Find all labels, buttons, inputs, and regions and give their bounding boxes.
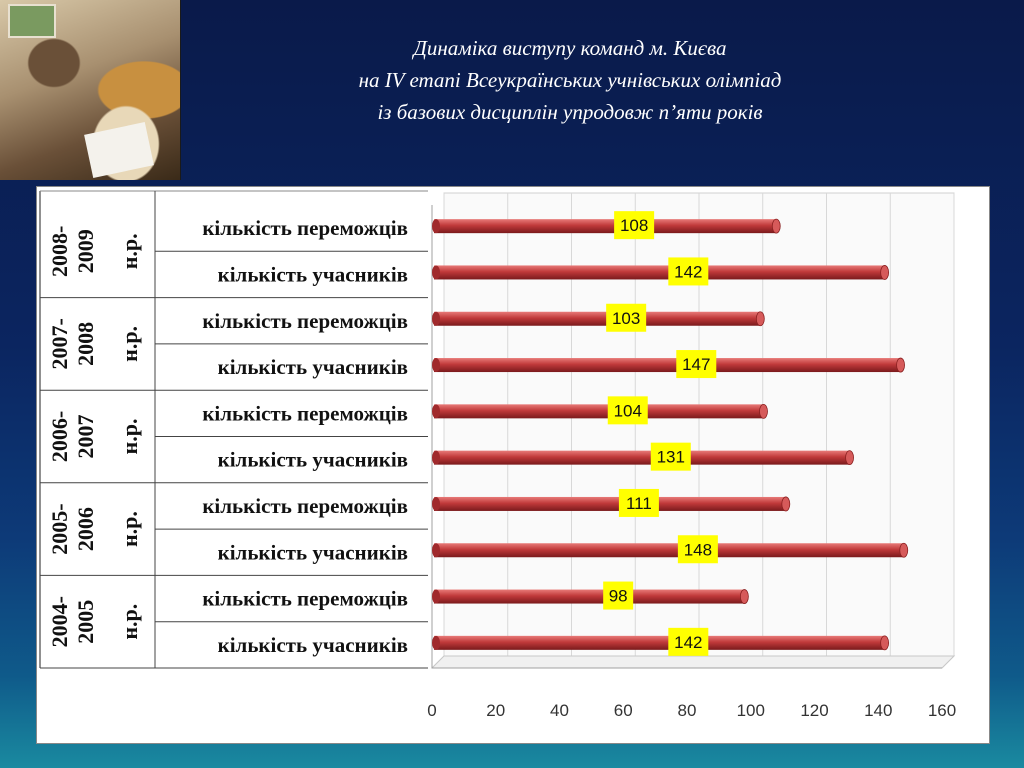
x-tick-label: 140 — [864, 701, 892, 720]
bar-start-cap — [432, 265, 440, 280]
bar-start-cap — [432, 543, 440, 558]
data-label-bg — [603, 581, 634, 610]
data-label-bg — [668, 257, 709, 286]
group-year-label: 2005-2006 — [47, 503, 98, 554]
bar-end-cap — [896, 357, 905, 373]
category-label: кількість переможців — [202, 216, 408, 240]
group-year-label: 2004-2005 — [47, 596, 98, 647]
data-label: 142 — [674, 262, 702, 281]
group-suffix-label: н.р. — [117, 326, 142, 362]
data-label: 147 — [682, 355, 710, 374]
data-label: 98 — [609, 587, 628, 606]
category-label: кількість переможців — [202, 401, 408, 425]
bar — [434, 589, 745, 604]
bar-start-cap — [432, 311, 440, 326]
chart-floor — [430, 655, 956, 669]
bar — [434, 450, 850, 465]
bar — [434, 358, 901, 373]
data-label: 148 — [684, 540, 712, 559]
group-suffix-label: н.р. — [117, 511, 142, 547]
data-label: 108 — [620, 216, 648, 235]
group-suffix-label: н.р. — [117, 233, 142, 269]
bar-start-cap — [432, 589, 440, 604]
category-label: кількість переможців — [202, 494, 408, 518]
title-line-3: із базових дисциплін упродовж п’яти рокі… — [377, 100, 763, 124]
category-label: кількість учасників — [218, 262, 408, 286]
bar-end-cap — [739, 589, 749, 604]
bar-start-cap — [432, 635, 440, 650]
data-label-bg — [618, 488, 659, 517]
x-tick-label: 80 — [678, 701, 697, 720]
bar-start-cap — [432, 496, 440, 511]
group-year-label: 2006-2007 — [47, 411, 98, 462]
classroom-photo — [0, 0, 181, 180]
bar-start-cap — [432, 358, 440, 373]
x-tick-label: 120 — [800, 701, 828, 720]
bar — [434, 543, 904, 558]
bar-end-cap — [845, 450, 854, 466]
bar — [434, 635, 885, 650]
photo-window — [8, 4, 56, 38]
x-tick-label: 40 — [550, 701, 569, 720]
category-label: кількість учасників — [218, 633, 408, 657]
x-tick-label: 160 — [928, 701, 956, 720]
bar-end-cap — [899, 542, 909, 558]
bar — [434, 404, 764, 419]
data-label: 142 — [674, 633, 702, 652]
x-tick-label: 20 — [486, 701, 505, 720]
group-suffix-label: н.р. — [117, 419, 142, 455]
bar-end-cap — [771, 218, 781, 234]
bar-end-cap — [880, 265, 890, 280]
slide-title: Динаміка виступу команд м. Києва на IV е… — [200, 32, 940, 128]
bar-start-cap — [432, 404, 440, 419]
bar — [434, 265, 885, 280]
category-label: кількість учасників — [218, 448, 408, 472]
data-label: 111 — [626, 494, 652, 513]
category-label: кількість переможців — [202, 309, 408, 333]
data-label: 104 — [614, 401, 642, 420]
data-label-bg — [676, 350, 717, 379]
x-tick-label: 0 — [427, 701, 436, 720]
title-line-1: Динаміка виступу команд м. Києва — [413, 36, 727, 60]
bar — [434, 496, 786, 511]
bar — [434, 311, 761, 326]
data-label-bg — [668, 627, 709, 656]
bar-start-cap — [432, 450, 440, 465]
data-label-bg — [607, 396, 648, 425]
data-label-bg — [677, 535, 718, 564]
bar — [434, 219, 777, 234]
group-suffix-label: н.р. — [117, 604, 142, 640]
bar-end-cap — [755, 311, 765, 327]
title-line-2: на IV етапі Всеукраїнських учнівських ол… — [358, 68, 782, 92]
data-label-bg — [614, 211, 655, 240]
category-label: кількість переможців — [202, 587, 408, 611]
bar-start-cap — [432, 219, 440, 234]
data-label: 131 — [657, 448, 685, 467]
x-tick-label: 60 — [614, 701, 633, 720]
category-label: кількість учасників — [218, 540, 408, 564]
data-label-bg — [650, 442, 691, 471]
x-tick-label: 100 — [737, 701, 765, 720]
group-year-label: 2007-2008 — [47, 318, 98, 369]
data-label-bg — [606, 303, 647, 332]
bar-end-cap — [759, 403, 768, 419]
category-label: кількість учасників — [218, 355, 408, 379]
bar-end-cap — [880, 635, 890, 651]
bar-end-cap — [781, 496, 791, 512]
group-year-label: 2008-2009 — [47, 226, 98, 277]
data-label: 103 — [612, 309, 640, 328]
